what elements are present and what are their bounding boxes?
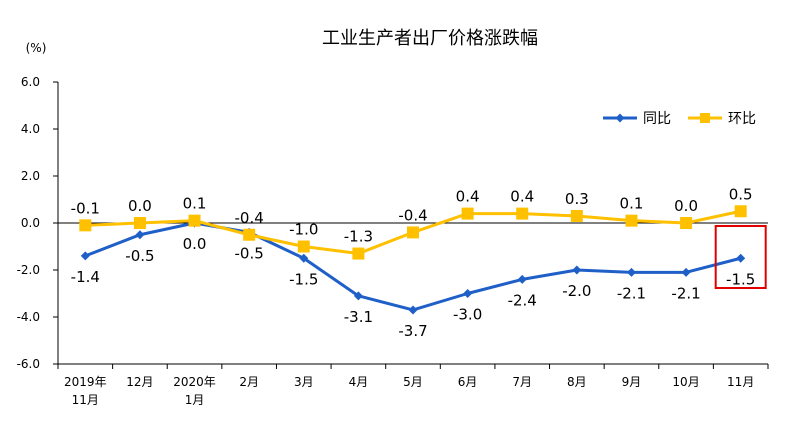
x-tick-label: 6月 <box>458 375 478 389</box>
data-point <box>353 291 363 301</box>
data-point <box>734 205 747 218</box>
data-point <box>680 217 693 229</box>
x-tick-label: 4月 <box>349 375 369 389</box>
data-label: -2.0 <box>562 282 591 300</box>
y-tick-label: -2.0 <box>17 263 40 277</box>
data-label: 0.0 <box>183 235 207 253</box>
data-point <box>625 214 638 227</box>
x-tick-label: 3月 <box>294 375 314 389</box>
x-tick-label: 11月 <box>727 375 754 389</box>
data-point <box>681 267 691 277</box>
data-point <box>463 289 473 298</box>
data-label: 0.5 <box>729 185 753 203</box>
data-point <box>299 253 309 263</box>
x-tick-label: 1月 <box>185 393 205 407</box>
legend-marker <box>700 113 710 123</box>
x-tick-label: 9月 <box>622 375 642 389</box>
data-labels: -1.4 -0.5 0.0 -0.5 -1.5 -3.1 -3.7 -3.0 -2.4 -2.0 -… <box>71 185 756 340</box>
data-point <box>408 305 418 315</box>
x-tick-label: 2019年 <box>64 375 107 389</box>
data-point <box>516 207 529 220</box>
data-label: -1.5 <box>289 270 318 288</box>
data-label: 0.1 <box>183 195 207 213</box>
x-tick-label: 8月 <box>567 375 587 389</box>
x-tick-label: 11月 <box>72 393 99 407</box>
data-label: -3.1 <box>344 308 373 326</box>
data-point <box>243 228 256 241</box>
data-point <box>188 214 201 227</box>
data-point <box>517 274 527 284</box>
data-point <box>626 267 636 277</box>
data-label: -0.4 <box>235 209 264 227</box>
legend-label: 环比 <box>728 111 756 127</box>
data-point <box>135 230 145 240</box>
legend-marker <box>615 113 625 123</box>
data-label: -0.4 <box>398 206 427 224</box>
legend-label: 同比 <box>643 111 671 127</box>
data-label: -0.5 <box>125 247 154 265</box>
data-label: 0.0 <box>674 197 698 215</box>
data-label: -2.4 <box>508 291 537 309</box>
y-tick-label: 4.0 <box>21 122 40 136</box>
data-label: -2.1 <box>671 284 700 302</box>
data-label: 0.3 <box>565 190 589 208</box>
data-label: -0.5 <box>235 244 264 262</box>
data-point <box>572 265 582 275</box>
data-label: 0.4 <box>510 188 534 206</box>
data-point <box>570 209 583 222</box>
data-markers <box>79 205 747 315</box>
data-label: -0.1 <box>71 199 100 217</box>
data-point <box>79 219 92 232</box>
data-label: 0.4 <box>456 188 480 206</box>
data-label: -3.0 <box>453 306 482 324</box>
y-tick-label: 0.0 <box>21 216 40 230</box>
data-point <box>133 217 146 229</box>
highlight-box <box>714 225 767 289</box>
y-tick-label: 6.0 <box>21 75 40 89</box>
x-tick-label: 2020年 <box>173 375 216 389</box>
y-tick-label: 2.0 <box>21 169 40 183</box>
highlight-rect <box>714 225 767 289</box>
x-tick-label: 7月 <box>512 375 532 389</box>
data-point <box>297 240 310 253</box>
data-point <box>80 251 90 261</box>
x-tick-label: 2月 <box>239 375 259 389</box>
data-point <box>461 207 474 220</box>
x-tick-label: 10月 <box>672 375 699 389</box>
data-label: -3.7 <box>398 322 427 340</box>
data-label: -2.1 <box>617 284 646 302</box>
data-point <box>407 226 419 239</box>
axes: 6.0 4.0 2.0 0.0 -2.0 -4.0 -6.0 2019年 11月 12月 2020年… <box>17 75 769 407</box>
legend: 同比 环比 <box>603 111 756 127</box>
data-label: 0.0 <box>128 197 152 215</box>
data-label: -1.3 <box>344 228 373 246</box>
y-tick-label: -6.0 <box>17 357 40 371</box>
chart-title: 工业生产者出厂价格涨跌幅 <box>322 28 538 49</box>
data-label: -1.0 <box>289 221 318 239</box>
data-label: 0.1 <box>620 195 644 213</box>
data-point <box>352 247 365 260</box>
data-label: -1.4 <box>71 268 100 286</box>
y-axis-unit: (%) <box>26 41 47 55</box>
x-tick-label: 5月 <box>403 375 423 389</box>
data-label: -1.5 <box>726 270 755 288</box>
y-tick-label: -4.0 <box>17 310 40 324</box>
data-point <box>736 253 746 263</box>
x-tick-label: 12月 <box>126 375 153 389</box>
